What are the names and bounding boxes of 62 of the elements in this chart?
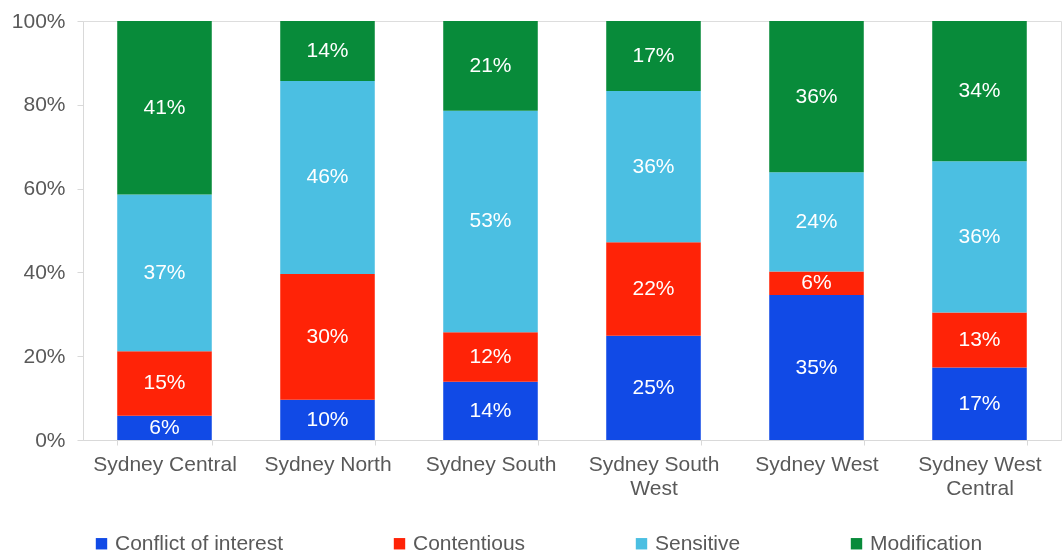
y-tick-label: 100% (11, 8, 66, 32)
bar (280, 80, 375, 275)
bar (769, 295, 864, 440)
x-tick-label: Sydney West Central (918, 451, 1042, 499)
bar (606, 242, 701, 336)
x-tick-label: Sydney South West (588, 451, 720, 499)
bar (932, 21, 1027, 162)
bar (932, 367, 1027, 440)
bar (606, 335, 701, 440)
bar (932, 161, 1027, 313)
y-tick-label: 60% (23, 176, 66, 200)
data-label: 12% (469, 344, 512, 368)
data-label: 17% (958, 390, 1001, 414)
bar (280, 21, 375, 81)
x-tick-label: Sydney South (425, 451, 557, 475)
bar (443, 381, 538, 440)
bar (280, 274, 375, 400)
data-label: 6% (149, 414, 180, 438)
data-label: 15% (143, 370, 186, 394)
data-label: 41% (143, 94, 186, 118)
x-tick-label: Sydney West (755, 451, 879, 475)
data-label: 34% (958, 78, 1001, 102)
bar (443, 110, 538, 333)
legend-label: Modification (870, 530, 983, 553)
data-label: 30% (306, 323, 349, 347)
bar (117, 351, 212, 416)
y-tick-label: 20% (23, 343, 66, 367)
bar (932, 312, 1027, 368)
y-tick-label: 80% (23, 92, 66, 116)
data-label: 25% (632, 374, 675, 398)
bar (443, 21, 538, 111)
bar (443, 332, 538, 382)
data-label: 6% (801, 270, 832, 294)
data-label: 36% (958, 223, 1001, 247)
bar (280, 399, 375, 440)
bar (117, 194, 212, 352)
data-label: 21% (469, 52, 512, 76)
data-label: 46% (306, 164, 349, 188)
y-tick-label: 0% (35, 427, 66, 451)
data-label: 37% (143, 259, 186, 283)
bar (769, 172, 864, 272)
data-label: 36% (795, 83, 838, 107)
legend-label: Sensitive (655, 530, 741, 553)
data-label: 10% (306, 406, 349, 430)
data-label: 24% (795, 208, 838, 232)
legend-label: Contentious (413, 530, 526, 553)
data-label: 53% (469, 208, 512, 232)
data-label: 35% (795, 354, 838, 378)
legend-label: Conflict of interest (115, 530, 284, 553)
bar (769, 21, 864, 173)
data-label: 22% (632, 275, 675, 299)
bar (606, 90, 701, 243)
data-label: 14% (469, 397, 512, 421)
x-tick-label: Sydney North (264, 451, 392, 475)
x-tick-label: Sydney Central (93, 451, 237, 475)
bar (117, 21, 212, 195)
data-label: 14% (306, 37, 349, 61)
data-label: 13% (958, 327, 1001, 351)
data-label: 36% (632, 153, 675, 177)
data-label: 17% (632, 42, 675, 66)
y-tick-label: 40% (23, 259, 66, 283)
bar (606, 21, 701, 91)
